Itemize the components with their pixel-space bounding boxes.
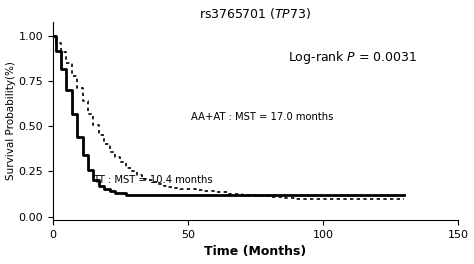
Text: Log-rank $P$ = 0.0031: Log-rank $P$ = 0.0031 (288, 49, 417, 66)
Text: AA+AT : MST = 17.0 months: AA+AT : MST = 17.0 months (191, 112, 333, 122)
Y-axis label: Survival Probability(%): Survival Probability(%) (6, 62, 16, 180)
X-axis label: Time (Months): Time (Months) (204, 246, 307, 258)
Title: rs3765701 ($\mathit{TP73}$): rs3765701 ($\mathit{TP73}$) (199, 6, 311, 21)
Text: TT : MST = 10.4 months: TT : MST = 10.4 months (93, 176, 213, 186)
